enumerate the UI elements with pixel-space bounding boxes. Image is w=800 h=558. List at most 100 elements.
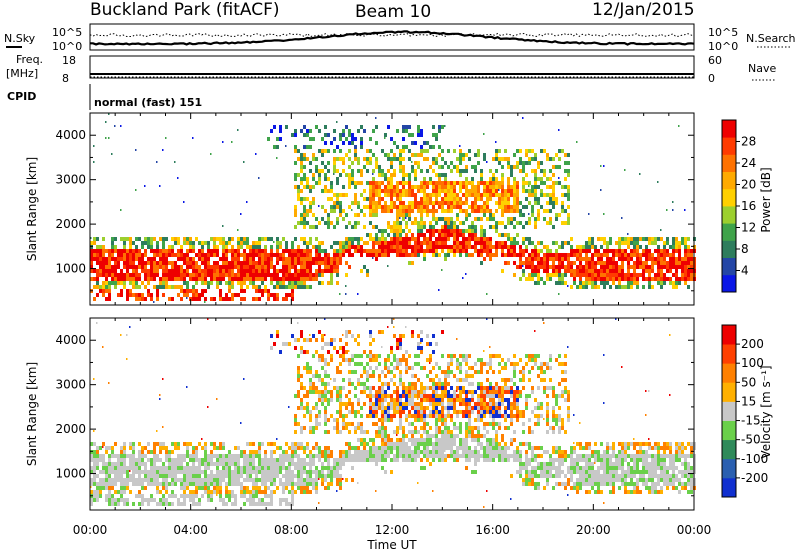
- heatmap-cell: [282, 253, 285, 257]
- heatmap-cell: [102, 462, 105, 466]
- heatmap-cell: [177, 458, 180, 462]
- heatmap-cell: [117, 498, 120, 502]
- heatmap-cell: [234, 253, 237, 257]
- heatmap-cell: [444, 434, 447, 438]
- heatmap-cell: [168, 474, 171, 478]
- heatmap-cell: [396, 229, 399, 233]
- heatmap-cell: [138, 442, 141, 446]
- heatmap-cell: [243, 265, 246, 269]
- heatmap-cell: [147, 261, 150, 265]
- heatmap-cell: [507, 185, 510, 189]
- heatmap-cell: [360, 374, 363, 378]
- heatmap-cell: [408, 458, 411, 462]
- heatmap-cell: [489, 181, 492, 185]
- heatmap-cell: [453, 229, 456, 233]
- heatmap-cell: [558, 245, 561, 249]
- heatmap-cell: [669, 245, 672, 249]
- heatmap-cell: [423, 422, 426, 426]
- heatmap-cell: [384, 193, 387, 197]
- heatmap-speckle: [126, 334, 128, 336]
- heatmap-cell: [228, 498, 231, 502]
- heatmap-cell: [303, 165, 306, 169]
- heatmap-cell: [318, 374, 321, 378]
- heatmap-cell: [348, 149, 351, 153]
- heatmap-cell: [594, 245, 597, 249]
- heatmap-cell: [408, 454, 411, 458]
- heatmap-cell: [507, 189, 510, 193]
- heatmap-cell: [168, 261, 171, 265]
- heatmap-speckle: [411, 161, 413, 163]
- heatmap-cell: [414, 249, 417, 253]
- heatmap-cell: [609, 277, 612, 281]
- heatmap-cell: [366, 374, 369, 378]
- heatmap-cell: [576, 265, 579, 269]
- heatmap-cell: [453, 189, 456, 193]
- heatmap-cell: [402, 213, 405, 217]
- heatmap-cell: [441, 225, 444, 229]
- heatmap-cell: [384, 366, 387, 370]
- power-heatmap: [90, 113, 696, 303]
- heatmap-cell: [552, 261, 555, 265]
- heatmap-cell: [639, 253, 642, 257]
- heatmap-cell: [366, 241, 369, 245]
- heatmap-cell: [447, 245, 450, 249]
- heatmap-cell: [579, 257, 582, 261]
- heatmap-cell: [501, 209, 504, 213]
- heatmap-cell: [411, 414, 414, 418]
- heatmap-cell: [372, 241, 375, 245]
- heatmap-cell: [147, 478, 150, 482]
- heatmap-cell: [216, 446, 219, 450]
- heatmap-cell: [312, 390, 315, 394]
- heatmap-cell: [411, 454, 414, 458]
- heatmap-cell: [444, 177, 447, 181]
- heatmap-cell: [429, 358, 432, 362]
- heatmap-cell: [513, 153, 516, 157]
- heatmap-cell: [504, 245, 507, 249]
- heatmap-cell: [291, 253, 294, 257]
- heatmap-cell: [450, 233, 453, 237]
- heatmap-cell: [324, 125, 327, 129]
- heatmap-cell: [345, 225, 348, 229]
- heatmap-cell: [294, 173, 297, 177]
- heatmap-cell: [270, 334, 273, 338]
- heatmap-cell: [105, 269, 108, 273]
- heatmap-cell: [363, 189, 366, 193]
- heatmap-cell: [453, 249, 456, 253]
- heatmap-cell: [108, 289, 111, 293]
- heatmap-cell: [510, 249, 513, 253]
- heatmap-cell: [162, 285, 165, 289]
- heatmap-cell: [564, 281, 567, 285]
- heatmap-cell: [372, 189, 375, 193]
- heatmap-cell: [414, 217, 417, 221]
- heatmap-cell: [324, 177, 327, 181]
- heatmap-cell: [183, 237, 186, 241]
- heatmap-cell: [438, 414, 441, 418]
- heatmap-cell: [375, 225, 378, 229]
- heatmap-cell: [180, 249, 183, 253]
- heatmap-cell: [414, 161, 417, 165]
- heatmap-speckle: [102, 446, 104, 448]
- heatmap-cell: [309, 462, 312, 466]
- heatmap-cell: [204, 474, 207, 478]
- heatmap-cell: [330, 482, 333, 486]
- heatmap-cell: [306, 245, 309, 249]
- heatmap-cell: [180, 289, 183, 293]
- heatmap-cell: [423, 257, 426, 261]
- heatmap-cell: [195, 446, 198, 450]
- heatmap-cell: [438, 177, 441, 181]
- heatmap-cell: [222, 253, 225, 257]
- heatmap-cell: [132, 482, 135, 486]
- heatmap-cell: [327, 221, 330, 225]
- heatmap-cell: [435, 161, 438, 165]
- heatmap-speckle: [126, 358, 128, 360]
- heatmap-cell: [168, 245, 171, 249]
- heatmap-cell: [615, 273, 618, 277]
- heatmap-cell: [411, 402, 414, 406]
- heatmap-cell: [216, 269, 219, 273]
- heatmap-cell: [210, 297, 213, 301]
- heatmap-cell: [345, 394, 348, 398]
- heatmap-cell: [372, 446, 375, 450]
- heatmap-cell: [351, 253, 354, 257]
- heatmap-cell: [294, 466, 297, 470]
- heatmap-cell: [207, 257, 210, 261]
